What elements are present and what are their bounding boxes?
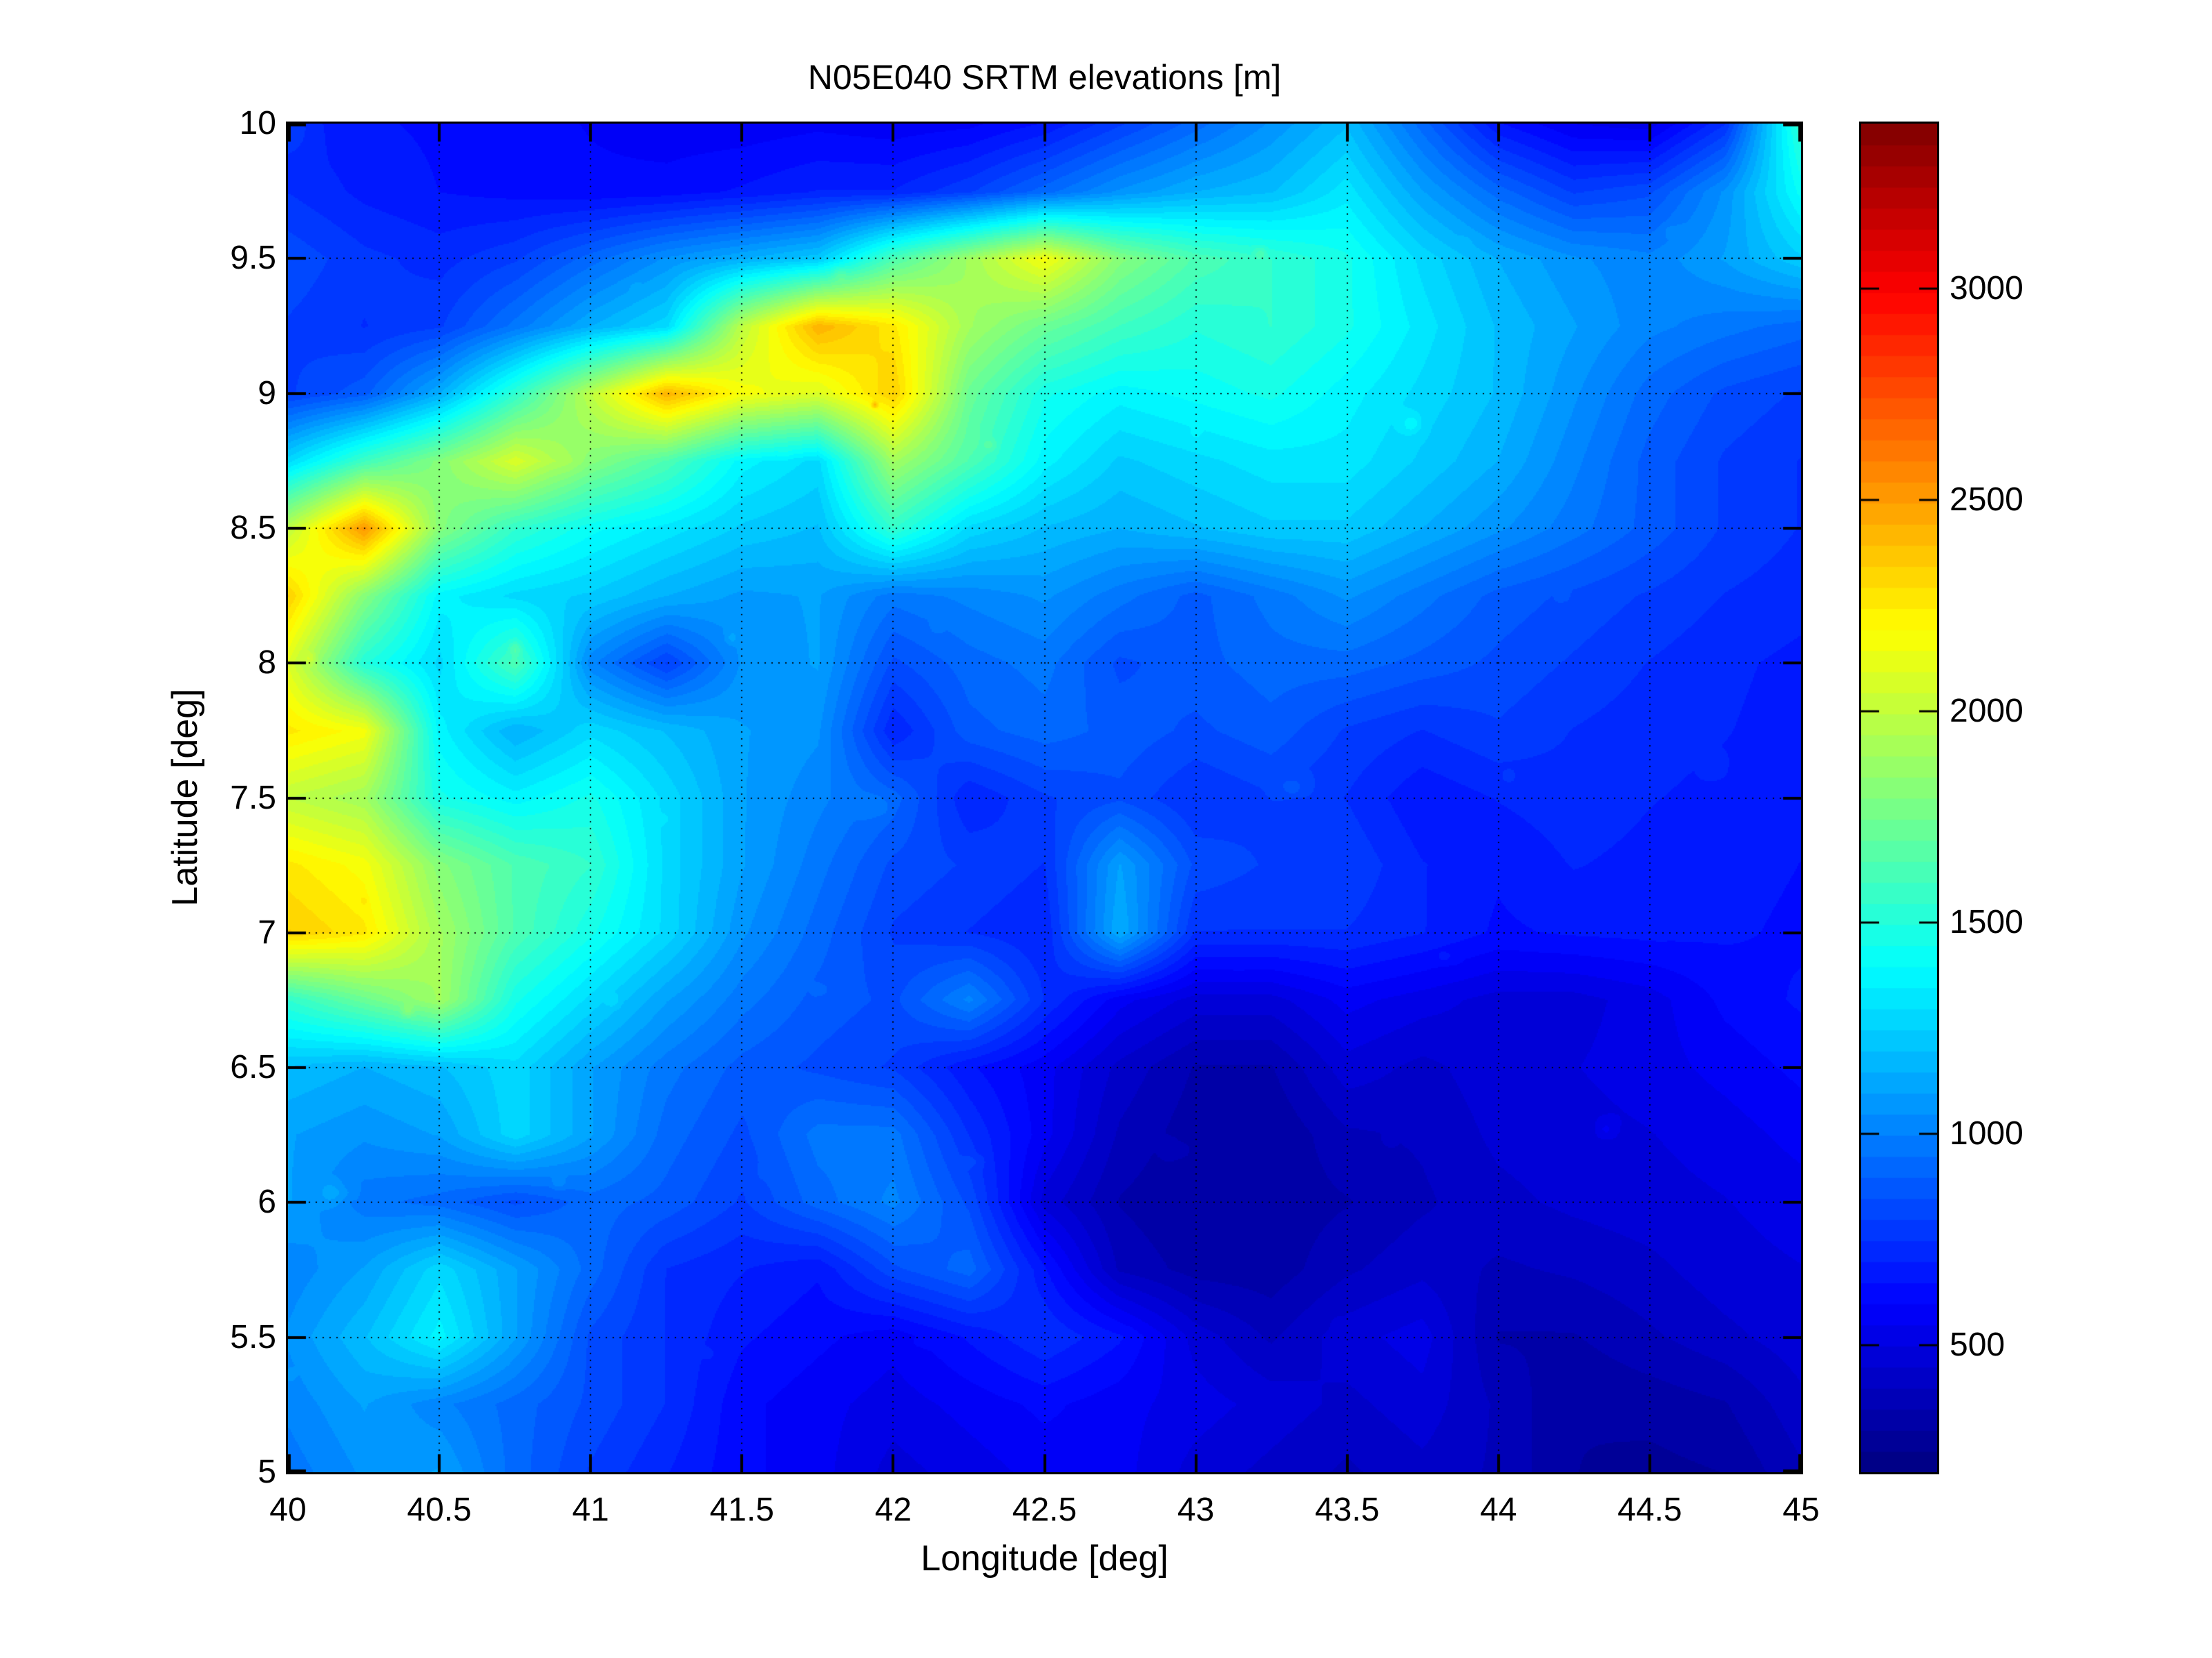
x-tick-label: 42 (874, 1492, 912, 1528)
y-tick-label: 6 (258, 1184, 276, 1221)
x-tick-label: 41.5 (709, 1492, 774, 1528)
x-tick-label: 40 (269, 1492, 307, 1528)
y-tick-label: 9.5 (230, 240, 276, 277)
x-tick-label: 44.5 (1617, 1492, 1682, 1528)
colorbar-tick-label: 1000 (1950, 1115, 2023, 1153)
y-tick-label: 8.5 (230, 509, 276, 546)
colorbar-tick-label: 1500 (1950, 904, 2023, 941)
y-tick-label: 8 (258, 644, 276, 682)
x-tick-label: 45 (1782, 1492, 1820, 1528)
x-tick-label: 41 (572, 1492, 609, 1528)
elevation-heatmap-canvas (288, 124, 1801, 1472)
x-tick-label: 44 (1480, 1492, 1517, 1528)
y-tick-label: 10 (239, 105, 276, 142)
x-tick-label: 43.5 (1314, 1492, 1380, 1528)
y-tick-label: 7 (258, 914, 276, 951)
plot-frame (286, 122, 1803, 1474)
colorbar-frame (1859, 122, 1939, 1474)
y-tick-label: 6.5 (230, 1049, 276, 1086)
y-tick-label: 9 (258, 374, 276, 412)
x-tick-label: 40.5 (407, 1492, 472, 1528)
y-tick-label: 5.5 (230, 1318, 276, 1356)
y-tick-label: 5 (258, 1454, 276, 1490)
colorbar-tick-label: 2000 (1950, 692, 2023, 729)
y-axis-label: Latitude [deg] (165, 688, 205, 907)
x-axis-label: Longitude [deg] (921, 1539, 1168, 1579)
colorbar-canvas (1861, 124, 1937, 1472)
colorbar-tick-label: 2500 (1950, 481, 2023, 518)
plot-title: N05E040 SRTM elevations [m] (807, 58, 1282, 97)
x-tick-label: 42.5 (1012, 1492, 1077, 1528)
x-tick-label: 43 (1177, 1492, 1215, 1528)
colorbar-tick-label: 500 (1950, 1327, 2006, 1364)
y-tick-label: 7.5 (230, 779, 276, 816)
colorbar-tick-label: 3000 (1950, 269, 2023, 307)
